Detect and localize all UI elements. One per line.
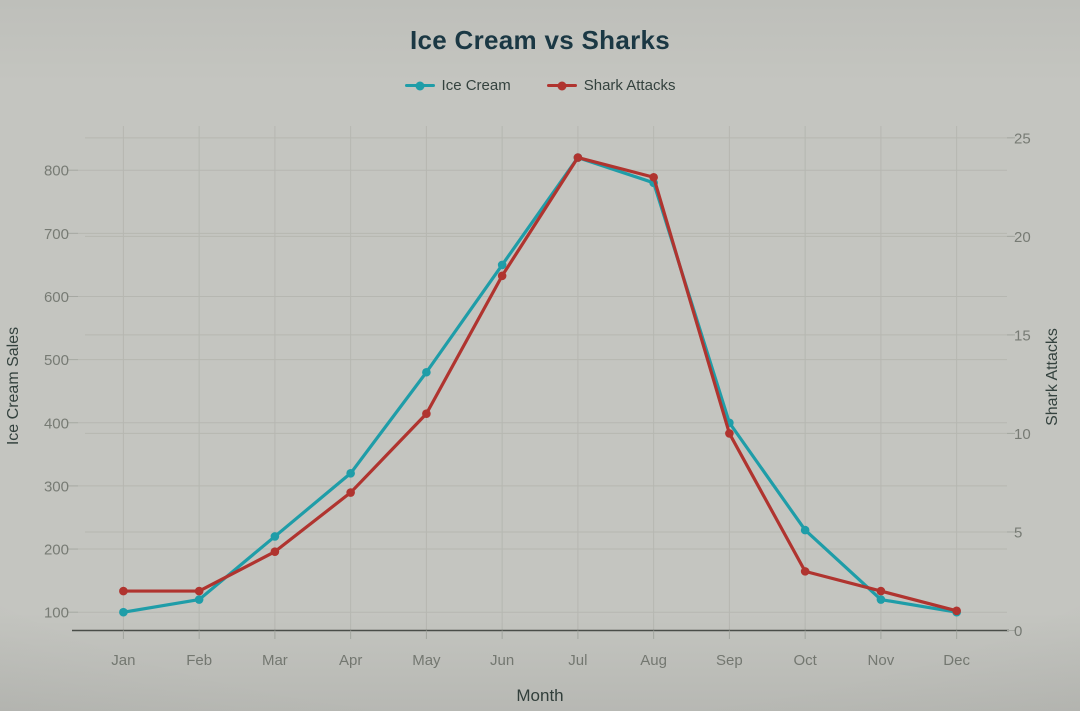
ice-cream-point-may[interactable] [422,367,431,377]
x-tick-label-sep: Sep [716,652,743,669]
shark-attacks-point-apr[interactable] [346,488,355,497]
ice-cream-point-nov[interactable] [876,595,886,604]
x-tick-label-jan: Jan [111,652,135,669]
ice-cream-point-jan[interactable] [119,607,128,617]
x-tick-label-dec: Dec [943,652,970,669]
y-left-tick-label-800: 800 [44,163,69,180]
shark-attacks-point-dec[interactable] [952,606,961,616]
y-left-tick-label-700: 700 [44,226,69,243]
x-tick-label-mar: Mar [262,652,288,669]
legend: Ice Cream Shark Attacks [0,77,1080,94]
x-tick-label-aug: Aug [640,652,667,669]
line-series-marker-icon [404,80,435,91]
y-right-tick-label-20: 20 [1014,229,1031,246]
shark-attacks-point-may[interactable] [422,409,431,419]
right-axis-title: Shark Attacks [1044,328,1061,426]
y-left-tick-label-200: 200 [44,542,69,559]
x-tick-label-nov: Nov [868,652,895,669]
y-right-tick-label-10: 10 [1014,426,1031,443]
chart-title: Ice Cream vs Sharks [409,25,671,55]
shark-attacks-point-mar[interactable] [270,547,280,556]
y-right-tick-label-25: 25 [1014,130,1031,147]
shark-attacks-point-jun[interactable] [497,271,507,281]
ice-cream-line [121,155,959,614]
y-left-tick-label-400: 400 [44,415,69,432]
shark-attacks-point-oct[interactable] [800,567,810,576]
ice-cream-point-mar[interactable] [270,532,280,541]
left-axis-title: Ice Cream Sales [5,326,22,446]
shark-attacks-point-nov[interactable] [876,586,886,596]
shark-attacks-point-jul[interactable] [573,153,583,162]
legend-item-ice-cream[interactable]: Ice Cream [404,77,511,94]
x-tick-label-oct: Oct [793,652,817,669]
ice-cream-point-oct[interactable] [800,525,810,535]
x-tick-label-may: May [412,652,441,669]
x-tick-label-jul: Jul [568,652,587,669]
x-tick-label-jun: Jun [490,652,514,669]
x-tick-label-feb: Feb [186,652,212,669]
x-tick-label-apr: Apr [339,652,362,669]
y-left-tick-label-600: 600 [44,289,69,306]
ice-cream-point-feb[interactable] [194,595,204,604]
legend-label-ice-cream: Ice Cream [441,77,511,94]
x-axis-title: Month [516,686,564,705]
shark-attacks-line [121,155,959,613]
y-left-tick-label-500: 500 [44,352,69,369]
shark-attacks-point-sep[interactable] [725,429,734,438]
ice-cream-point-jun[interactable] [497,260,507,270]
shark-attacks-point-jan[interactable] [119,586,128,596]
y-right-tick-label-5: 5 [1014,524,1022,541]
y-right-tick-label-15: 15 [1014,327,1031,344]
legend-item-shark-attacks[interactable]: Shark Attacks [546,77,676,94]
line-series-marker-icon [546,80,577,91]
y-left-tick-label-300: 300 [44,478,69,495]
y-right-tick-label-0: 0 [1014,623,1022,640]
shark-attacks-point-feb[interactable] [194,586,204,596]
y-left-tick-label-100: 100 [44,605,69,622]
shark-attacks-point-aug[interactable] [649,172,658,182]
ice-cream-point-apr[interactable] [346,468,355,478]
legend-label-shark-attacks: Shark Attacks [583,77,676,94]
